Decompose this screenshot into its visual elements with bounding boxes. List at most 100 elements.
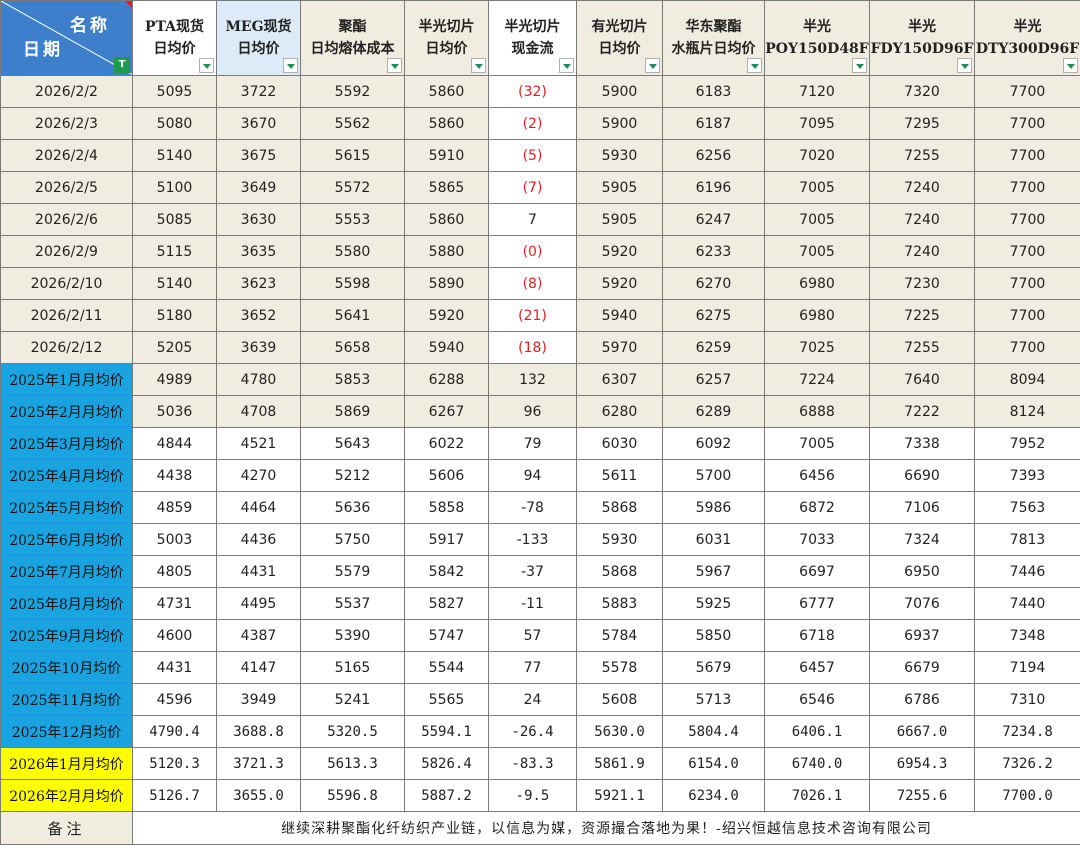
table-row: 2025年1月月均价 4989 4780 5853 6288 132 6307 6257 722… xyxy=(0,363,1080,396)
filter-dropdown-icon[interactable] xyxy=(199,58,214,73)
table-cell: 5643 xyxy=(300,427,405,460)
column-header-line1: PTA现货 xyxy=(144,19,205,35)
table-cell: 6690 xyxy=(869,459,975,492)
filter-dropdown-icon[interactable] xyxy=(852,58,867,73)
table-cell: 3623 xyxy=(216,267,301,300)
table-cell: 7222 xyxy=(869,395,975,428)
row-month-label: 2025年6月月均价 xyxy=(0,523,133,556)
table-cell: 6546 xyxy=(764,683,870,716)
table-cell: 5853 xyxy=(300,363,405,396)
table-cell: 7095 xyxy=(764,107,870,140)
table-cell: 5860 xyxy=(404,203,489,236)
table-cell: 5641 xyxy=(300,299,405,332)
column-header-line2: 水瓶片日均价 xyxy=(671,41,756,57)
table-cell: 5858 xyxy=(404,491,489,524)
table-cell: 4708 xyxy=(216,395,301,428)
table-cell: 3655.0 xyxy=(216,779,301,812)
table-cell: 5970 xyxy=(576,331,663,364)
table-cell: 6280 xyxy=(576,395,663,428)
filter-active-icon[interactable]: T xyxy=(114,57,130,73)
footer-note-text: 继续深耕聚酯化纤纺织产业链，以信息为媒，资源撮合落地为果！-绍兴恒越信息技术咨询… xyxy=(132,811,1080,845)
table-cell: 5100 xyxy=(132,171,217,204)
table-cell: 7320 xyxy=(869,75,975,108)
table-cell: 5165 xyxy=(300,651,405,684)
column-header: 半光 FDY150D96F xyxy=(869,0,975,76)
table-cell: 7295 xyxy=(869,107,975,140)
table-cell: 4270 xyxy=(216,459,301,492)
table-cell: 6183 xyxy=(662,75,765,108)
table-cell: (21) xyxy=(488,299,577,332)
table-cell: 5390 xyxy=(300,619,405,652)
table-cell: 7952 xyxy=(974,427,1080,460)
column-header-line1: 半光 xyxy=(908,19,936,35)
table-cell: 6092 xyxy=(662,427,765,460)
column-header: 半光切片 日均价 xyxy=(404,0,489,76)
header-corner: 名称 日期 T xyxy=(0,0,133,76)
table-cell: 7700 xyxy=(974,299,1080,332)
column-header-line1: 半光切片 xyxy=(418,19,475,35)
table-row: 2026/2/12 5205 3639 5658 5940 (18) 5970 6259 702… xyxy=(0,331,1080,364)
table-cell: 5140 xyxy=(132,139,217,172)
table-cell: 5596.8 xyxy=(300,779,405,812)
table-cell: 5804.4 xyxy=(662,715,765,748)
filter-dropdown-icon[interactable] xyxy=(747,58,762,73)
table-cell: 6233 xyxy=(662,235,765,268)
table-cell: 4495 xyxy=(216,587,301,620)
row-date: 2026/2/5 xyxy=(0,171,133,204)
table-cell: 5860 xyxy=(404,107,489,140)
table-cell: 5126.7 xyxy=(132,779,217,812)
table-cell: 132 xyxy=(488,363,577,396)
table-cell: 5636 xyxy=(300,491,405,524)
row-date: 2026/2/9 xyxy=(0,235,133,268)
table-cell: 4859 xyxy=(132,491,217,524)
filter-dropdown-icon[interactable] xyxy=(283,58,298,73)
table-cell: 6288 xyxy=(404,363,489,396)
table-cell: 7813 xyxy=(974,523,1080,556)
table-cell: 7440 xyxy=(974,587,1080,620)
table-cell: 5880 xyxy=(404,235,489,268)
table-cell: 3639 xyxy=(216,331,301,364)
filter-dropdown-icon[interactable] xyxy=(559,58,574,73)
filter-dropdown-icon[interactable] xyxy=(957,58,972,73)
row-month-label: 2026年1月月均价 xyxy=(0,747,133,780)
table-cell: 6457 xyxy=(764,651,870,684)
table-cell: 6259 xyxy=(662,331,765,364)
table-cell: 5592 xyxy=(300,75,405,108)
filter-dropdown-icon[interactable] xyxy=(387,58,402,73)
filter-dropdown-icon[interactable] xyxy=(471,58,486,73)
table-cell: 6406.1 xyxy=(764,715,870,748)
row-month-label: 2025年1月月均价 xyxy=(0,363,133,396)
table-cell: 7255 xyxy=(869,139,975,172)
row-date: 2026/2/11 xyxy=(0,299,133,332)
table-row: 2026/2/5 5100 3649 5572 5865 (7) 5905 6196 7005 7… xyxy=(0,171,1080,204)
column-header: 半光切片 现金流 xyxy=(488,0,577,76)
table-cell: 79 xyxy=(488,427,577,460)
table-cell: 5115 xyxy=(132,235,217,268)
table-cell: (0) xyxy=(488,235,577,268)
table-cell: 5036 xyxy=(132,395,217,428)
filter-dropdown-icon[interactable] xyxy=(1063,58,1078,73)
table-cell: 94 xyxy=(488,459,577,492)
table-cell: 4805 xyxy=(132,555,217,588)
table-cell: 5842 xyxy=(404,555,489,588)
table-cell: 7310 xyxy=(974,683,1080,716)
table-cell: 5611 xyxy=(576,459,663,492)
row-date: 2026/2/3 xyxy=(0,107,133,140)
table-cell: 6289 xyxy=(662,395,765,428)
table-row: 2026年1月月均价 5120.3 3721.3 5613.3 5826.4 -83.3 5… xyxy=(0,747,1080,780)
table-cell: 7700 xyxy=(974,139,1080,172)
table-cell: 5572 xyxy=(300,171,405,204)
table-cell: 6275 xyxy=(662,299,765,332)
table-cell: 4147 xyxy=(216,651,301,684)
table-cell: 6456 xyxy=(764,459,870,492)
diagonal-line xyxy=(1,1,132,75)
table-cell: (8) xyxy=(488,267,577,300)
table-row: 2026/2/11 5180 3652 5641 5920 (21) 5940 6275 698… xyxy=(0,299,1080,332)
filter-dropdown-icon[interactable] xyxy=(645,58,660,73)
table-cell: -26.4 xyxy=(488,715,577,748)
table-cell: 3652 xyxy=(216,299,301,332)
table-cell: 4521 xyxy=(216,427,301,460)
table-cell: 5930 xyxy=(576,523,663,556)
table-cell: 6234.0 xyxy=(662,779,765,812)
table-cell: 5713 xyxy=(662,683,765,716)
